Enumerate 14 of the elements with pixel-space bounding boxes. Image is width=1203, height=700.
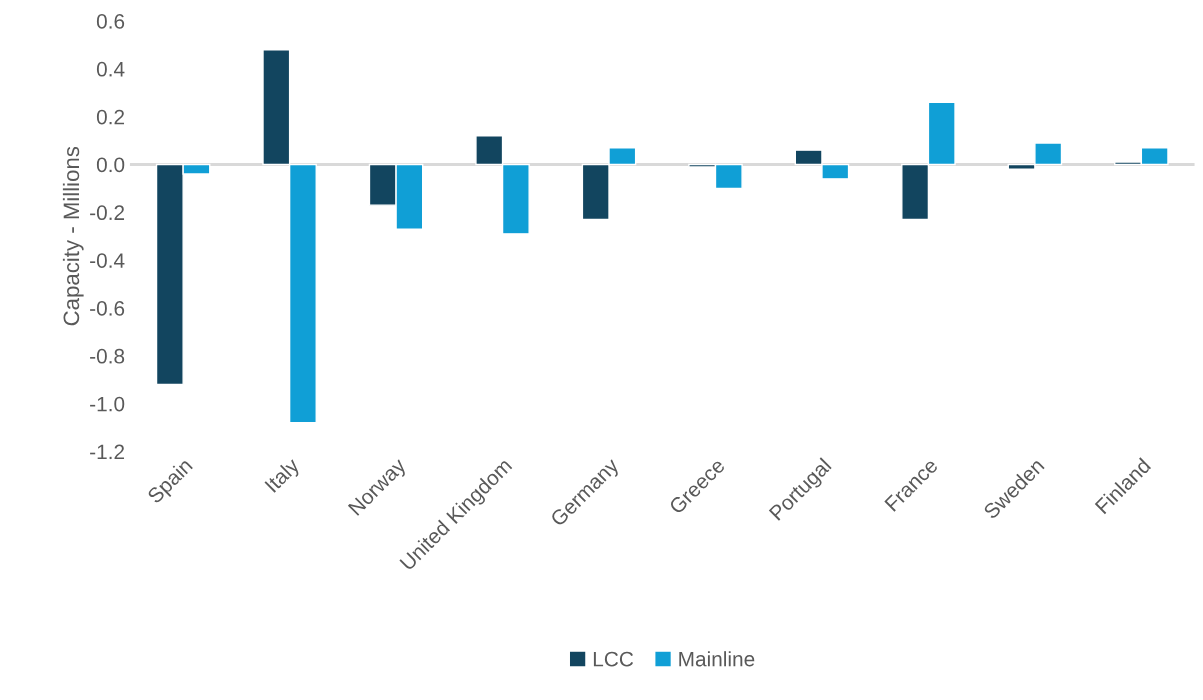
y-tick-label: -0.2 (90, 205, 125, 221)
y-tick-label: 0.6 (96, 14, 125, 29)
y-tick-label: -0.4 (90, 253, 125, 268)
y-tick-label: -0.8 (90, 348, 125, 364)
y-tick-label: 0.4 (96, 61, 125, 77)
x-tick-label: Italy (263, 456, 304, 496)
y-tick-label: -0.6 (90, 301, 125, 316)
legend-label: LCC (593, 651, 634, 667)
y-tick-label: -1.0 (90, 396, 125, 412)
legend-label: Mainline (679, 651, 755, 667)
y-tick-label: 0.0 (96, 157, 125, 173)
y-tick-label: 0.2 (96, 109, 125, 125)
y-axis-title: Capacity - Millions (62, 146, 84, 326)
y-tick-label: -1.2 (90, 444, 125, 460)
